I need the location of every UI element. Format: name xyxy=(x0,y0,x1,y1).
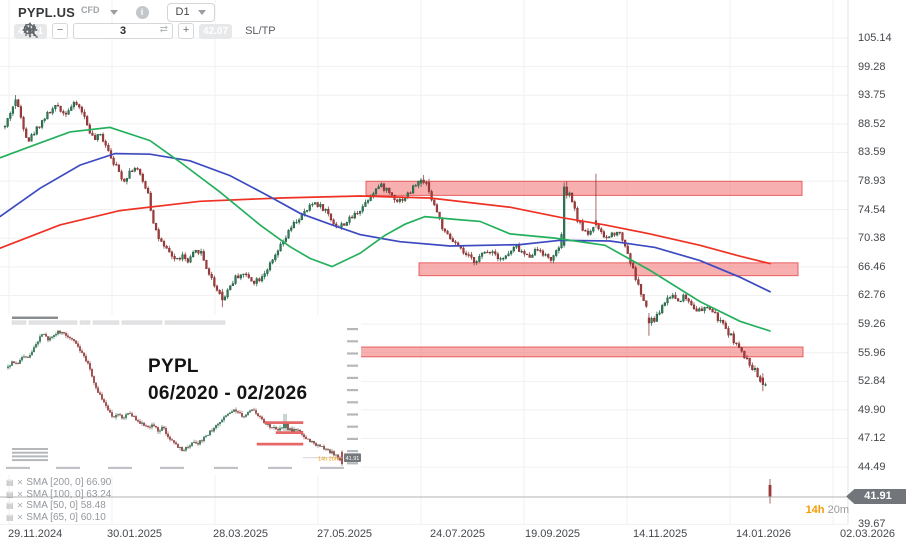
date-axis-label: 27.05.2025 xyxy=(317,528,373,540)
inset-price-tag: 41.91 xyxy=(346,456,360,462)
price-axis-label: 49.90 xyxy=(858,403,886,416)
price-axis-label: 70.38 xyxy=(858,232,886,245)
remove-indicator-icon[interactable]: ✕ xyxy=(16,501,24,510)
remove-indicator-icon[interactable]: ✕ xyxy=(16,489,24,499)
candle-countdown: 14h 20m xyxy=(0,504,849,516)
order-row: 41.91 − 3 ⇄ + 42.07 SL/TP xyxy=(14,22,282,40)
price-axis-label: 105.14 xyxy=(858,32,892,44)
symbol-label: PYPL.US xyxy=(18,4,76,20)
price-axis-label: 59.26 xyxy=(858,318,886,331)
indicator-legend-item: ▤ ✕ SMA [100, 0] 63.24 xyxy=(6,489,111,500)
indicator-legend-label: SMA [50, 0] 58.48 xyxy=(26,500,106,511)
date-axis-label: 30.01.2025 xyxy=(107,528,163,540)
inset-weekly-chart: 41.91 14h 20m xyxy=(0,315,361,475)
chart-toolbar: PYPL.US CFD i D1 41.91 − 3 ⇄ + 42.07 SL/… xyxy=(0,0,906,46)
date-axis-label: 14.01.2026 xyxy=(736,528,792,540)
price-axis-label: 74.54 xyxy=(858,203,886,216)
quantity-increase-button[interactable]: + xyxy=(178,23,195,39)
inset-title-range: 06/2020 - 02/2026 xyxy=(148,383,308,404)
indicator-legend-item: ▤ ✕ SMA [200, 0] 66.90 xyxy=(6,477,111,488)
price-axis-label: 44.49 xyxy=(858,461,886,474)
instrument-type-label: CFD xyxy=(81,5,100,15)
indicator-settings-icon[interactable]: ▤ xyxy=(6,489,14,499)
quantity-value: 3 xyxy=(119,25,127,37)
price-axis-label: 99.28 xyxy=(858,60,886,73)
date-axis-label: 14.11.2025 xyxy=(633,528,688,540)
date-axis-label: 02.03.2026 xyxy=(840,528,896,540)
indicator-settings-icon[interactable]: ▤ xyxy=(6,478,14,487)
crosshair-move-icon[interactable] xyxy=(22,22,38,38)
indicator-legend-item: ▤ ✕ SMA [65, 0] 60.10 xyxy=(6,512,106,523)
indicator-settings-icon[interactable]: ▤ xyxy=(6,512,14,522)
price-axis-label: 93.75 xyxy=(858,89,886,102)
countdown-minutes: 20m xyxy=(827,504,849,516)
sma-200-line xyxy=(0,195,771,265)
price-axis-label: 39.67 xyxy=(858,518,886,531)
supply-demand-zones xyxy=(357,180,804,358)
price-axis-label: 88.52 xyxy=(858,117,886,130)
sma-50-line xyxy=(0,126,771,332)
sma-100-line xyxy=(0,152,771,293)
indicator-settings-icon[interactable]: ▤ xyxy=(6,501,14,510)
indicator-legend-label: SMA [65, 0] 60.10 xyxy=(26,511,106,523)
sl-tp-label[interactable]: SL/TP xyxy=(245,25,276,37)
price-axis-label: 66.46 xyxy=(858,260,886,273)
current-price-tag: 41.91 xyxy=(846,489,906,504)
date-axis-label: 19.09.2025 xyxy=(525,528,581,540)
indicator-legend-item: ▤ ✕ SMA [50, 0] 58.48 xyxy=(6,500,106,511)
price-axis-label: 55.96 xyxy=(858,346,886,359)
zone-rect xyxy=(418,262,799,277)
date-axis-label: 24.07.2025 xyxy=(430,528,486,540)
indicator-legend-label: SMA [100, 0] 63.24 xyxy=(26,488,112,500)
zone-rect xyxy=(365,180,803,196)
quantity-decrease-button[interactable]: − xyxy=(52,23,69,39)
price-axis-label: 83.59 xyxy=(858,146,886,159)
price-axis-label: 78.93 xyxy=(858,175,886,188)
date-axis-label: 29.11.2024 xyxy=(8,528,63,540)
inset-countdown: 14h 20m xyxy=(318,456,340,462)
info-icon[interactable]: i xyxy=(135,5,149,19)
buy-price-button[interactable]: 42.07 xyxy=(199,23,233,39)
quantity-input[interactable]: 3 ⇄ xyxy=(73,23,174,39)
timeframe-caret-icon xyxy=(197,9,206,15)
remove-indicator-icon[interactable]: ✕ xyxy=(16,512,24,522)
price-axis-label: 52.84 xyxy=(858,375,886,388)
indicator-legend-label: SMA [200, 0] 66.90 xyxy=(26,477,112,488)
countdown-hours: 14h xyxy=(805,504,825,516)
remove-indicator-icon[interactable]: ✕ xyxy=(16,478,24,487)
inset-title-symbol: PYPL xyxy=(148,356,199,377)
timeframe-dropdown[interactable]: D1 xyxy=(166,2,215,22)
instrument-row: PYPL.US CFD i D1 xyxy=(18,2,215,22)
symbol-dropdown-caret-icon[interactable] xyxy=(109,9,118,15)
quantity-sync-icon[interactable]: ⇄ xyxy=(159,24,169,35)
price-axis-label: 47.12 xyxy=(858,432,886,445)
sma-lines xyxy=(0,126,771,332)
price-axis-label: 62.76 xyxy=(858,289,886,302)
timeframe-label: D1 xyxy=(175,6,190,18)
date-axis-label: 28.03.2025 xyxy=(213,528,269,540)
zone-rect xyxy=(357,346,804,358)
